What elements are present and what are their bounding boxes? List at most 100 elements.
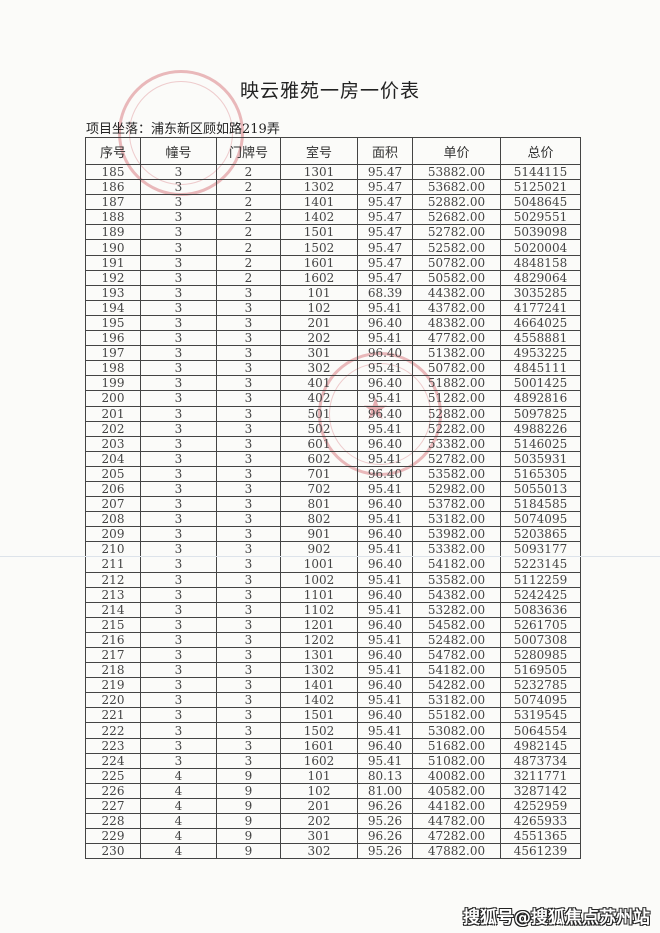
cell-serial: 222 [85,722,141,739]
cell-total-price: 4558881 [500,330,581,347]
cell-room: 901 [280,526,358,543]
cell-door-number: 3 [216,375,281,392]
cell-building: 3 [140,284,217,301]
cell-area: 95.26 [357,813,413,830]
cell-room: 402 [280,390,358,407]
cell-unit-price: 40082.00 [412,767,501,784]
cell-serial: 216 [85,631,141,649]
cell-total-price: 5020004 [500,239,581,256]
cell-serial: 209 [85,526,141,543]
cell-room: 1202 [280,631,358,649]
cell-serial: 186 [85,179,141,196]
cell-building: 4 [140,828,217,845]
cell-building: 3 [140,480,217,498]
cell-total-price: 4982145 [500,737,581,754]
cell-total-price: 5097825 [500,405,581,422]
cell-door-number: 3 [216,662,281,679]
cell-building: 3 [140,722,217,739]
table-row: 188 3 2 1402 95.47 52682.00 5029551 [85,209,581,226]
cell-building: 3 [140,511,217,528]
table-row: 205 3 3 701 96.40 53582.00 5165305 [85,465,581,482]
scan-artifact-line [0,556,660,557]
cell-room: 1501 [280,224,358,241]
cell-door-number: 9 [216,843,281,860]
cell-building: 4 [140,767,217,784]
cell-building: 3 [140,330,217,347]
cell-door-number: 3 [216,330,281,347]
cell-area: 95.47 [357,239,413,256]
cell-area: 96.40 [357,375,413,392]
cell-room: 302 [280,843,358,860]
cell-building: 3 [140,631,217,649]
cell-building: 4 [140,782,217,799]
cell-building: 3 [140,269,217,286]
cell-door-number: 3 [216,390,281,407]
cell-door-number: 3 [216,360,281,377]
cell-total-price: 3287142 [500,782,581,799]
cell-door-number: 2 [216,209,281,226]
cell-room: 102 [280,299,358,316]
cell-area: 95.41 [357,541,413,558]
cell-door-number: 2 [216,254,281,271]
cell-building: 3 [140,375,217,392]
cell-room: 802 [280,511,358,528]
cell-building: 3 [140,435,217,452]
cell-door-number: 3 [216,571,281,588]
table-row: 223 3 3 1601 96.40 51682.00 4982145 [85,737,581,754]
table-row: 194 3 3 102 95.41 43782.00 4177241 [85,299,581,316]
cell-area: 95.47 [357,194,413,211]
cell-room: 201 [280,797,358,815]
cell-room: 1301 [280,646,358,664]
table-row: 220 3 3 1402 95.41 53182.00 5074095 [85,692,581,709]
cell-serial: 214 [85,601,141,618]
cell-unit-price: 53182.00 [412,511,501,528]
table-row: 195 3 3 201 96.40 48382.00 4664025 [85,314,581,332]
cell-serial: 219 [85,677,141,694]
table-row: 193 3 3 101 68.39 44382.00 3035285 [85,284,581,301]
cell-serial: 218 [85,662,141,679]
cell-door-number: 3 [216,616,281,633]
cell-door-number: 2 [216,239,281,256]
cell-total-price: 5125021 [500,179,581,196]
cell-total-price: 5165305 [500,465,581,482]
cell-serial: 217 [85,646,141,664]
cell-area: 95.41 [357,390,413,407]
table-row: 206 3 3 702 95.41 52982.00 5055013 [85,480,581,498]
cell-unit-price: 53982.00 [412,526,501,543]
table-row: 219 3 3 1401 96.40 54282.00 5232785 [85,677,581,694]
cell-unit-price: 47282.00 [412,828,501,845]
cell-unit-price: 52782.00 [412,450,501,467]
cell-room: 1302 [280,662,358,679]
cell-serial: 203 [85,435,141,452]
cell-total-price: 5319545 [500,707,581,724]
cell-room: 202 [280,330,358,347]
cell-area: 95.41 [357,722,413,739]
cell-area: 80.13 [357,767,413,784]
cell-door-number: 2 [216,163,281,181]
cell-total-price: 5112259 [500,571,581,588]
cell-area: 96.26 [357,797,413,815]
cell-door-number: 3 [216,541,281,558]
cell-door-number: 3 [216,677,281,694]
cell-serial: 206 [85,480,141,498]
cell-room: 102 [280,782,358,799]
cell-area: 96.40 [357,345,413,362]
cell-total-price: 4177241 [500,299,581,316]
cell-serial: 226 [85,782,141,799]
table-row: 226 4 9 102 81.00 40582.00 3287142 [85,782,581,799]
cell-door-number: 3 [216,284,281,301]
cell-unit-price: 53582.00 [412,465,501,482]
cell-area: 95.47 [357,269,413,286]
cell-total-price: 5223145 [500,556,581,573]
cell-room: 101 [280,284,358,301]
cell-area: 95.41 [357,571,413,588]
cell-total-price: 5169505 [500,662,581,679]
cell-total-price: 5035931 [500,450,581,467]
cell-room: 701 [280,465,358,482]
cell-unit-price: 54182.00 [412,556,501,573]
cell-building: 3 [140,239,217,256]
cell-area: 95.41 [357,752,413,769]
cell-total-price: 5184585 [500,496,581,513]
cell-serial: 212 [85,571,141,588]
cell-serial: 187 [85,194,141,211]
